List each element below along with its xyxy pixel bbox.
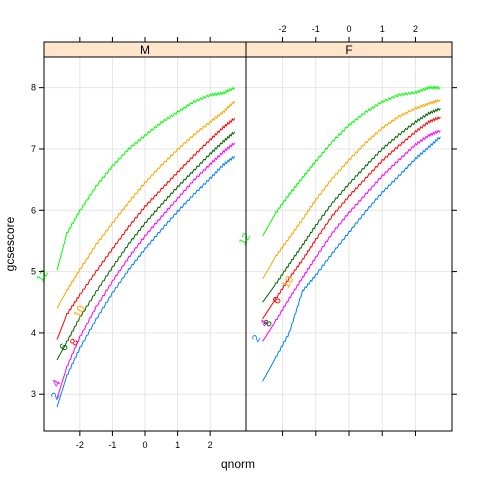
x-tick-label-bottom-0: -2	[76, 440, 84, 450]
series-line-6	[56, 131, 236, 361]
series-line-8	[56, 118, 236, 340]
series-label-8: 8	[262, 318, 275, 329]
series-line-4	[262, 129, 441, 342]
series-line-12	[262, 85, 441, 237]
series-label-2: 2	[250, 333, 263, 344]
x-tick-label-top-3: 1	[380, 24, 385, 34]
x-tick-label-bottom-4: 2	[208, 440, 213, 450]
strip-label-m: M	[140, 43, 150, 57]
series-line-6	[262, 115, 441, 320]
y-tick-label-0: 3	[31, 389, 36, 399]
series-line-4	[56, 142, 236, 399]
series-label-6: 6	[57, 342, 70, 353]
x-tick-label-top-0: -2	[279, 24, 287, 34]
series-line-10	[262, 98, 441, 280]
grid-m	[44, 57, 246, 431]
series-label-4: 4	[258, 318, 271, 329]
series-line-12	[56, 86, 236, 271]
series-label-2: 2	[49, 391, 62, 402]
x-tick-label-top-4: 2	[413, 24, 418, 34]
panel-f: F 2 4 6 8 10 12	[237, 41, 453, 432]
y-axis-label: gcsescore	[3, 216, 17, 271]
y-tick-label-4: 7	[31, 144, 36, 154]
series-label-8: 8	[68, 337, 81, 348]
grid-f	[246, 57, 452, 431]
x-tick-label-bottom-3: 1	[175, 440, 180, 450]
series-line-2	[262, 136, 441, 382]
series-line-8	[262, 107, 441, 303]
series-group-f: 2 4 6 8 10 12	[237, 85, 441, 382]
y-tick-label-3: 6	[31, 205, 36, 215]
y-tick-label-1: 4	[31, 328, 36, 338]
series-line-10	[56, 100, 236, 309]
series-group-m: 2 4 68 10 12	[35, 86, 236, 408]
series-label-4: 4	[50, 378, 63, 389]
series-label-12: 12	[35, 268, 52, 285]
x-tick-label-bottom-2: 0	[142, 440, 147, 450]
strip-label-f: F	[345, 43, 352, 57]
series-label-10: 10	[72, 303, 89, 320]
x-axis-label: qnorm	[221, 457, 255, 471]
x-tick-label-bottom-1: -1	[108, 440, 116, 450]
series-label-10: 10	[280, 274, 297, 291]
x-tick-label-top-2: 0	[346, 24, 351, 34]
x-tick-label-top-1: -1	[312, 24, 320, 34]
y-tick-label-2: 5	[31, 267, 36, 277]
series-label-6: 6	[271, 295, 284, 306]
series-label-12: 12	[237, 231, 254, 248]
y-tick-label-5: 8	[31, 83, 36, 93]
series-line-2	[56, 155, 236, 408]
